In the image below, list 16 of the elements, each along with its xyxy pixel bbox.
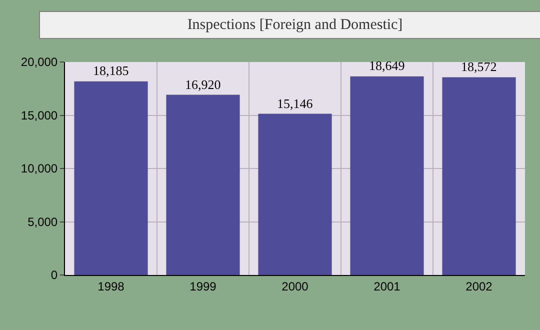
data-label: 16,920 (185, 77, 221, 92)
y-tick-label: 0 (50, 268, 58, 282)
y-tick-label: 20,000 (20, 55, 58, 70)
chart-title: Inspections [Foreign and Domestic] (187, 17, 403, 33)
data-label: 15,146 (277, 96, 314, 111)
x-tick-label: 2000 (282, 279, 309, 294)
y-tick-label: 10,000 (20, 162, 58, 176)
data-label: 18,185 (93, 63, 129, 78)
x-tick-label: 1999 (190, 279, 217, 294)
data-label: 18,572 (461, 59, 497, 74)
x-tick-label: 2001 (374, 279, 401, 294)
x-tick-label: 2002 (466, 279, 493, 294)
y-tick-label: 5,000 (28, 214, 58, 229)
y-tick-label: 15,000 (20, 108, 58, 122)
data-label: 18,649 (369, 58, 405, 73)
x-tick-label: 1998 (98, 279, 125, 294)
